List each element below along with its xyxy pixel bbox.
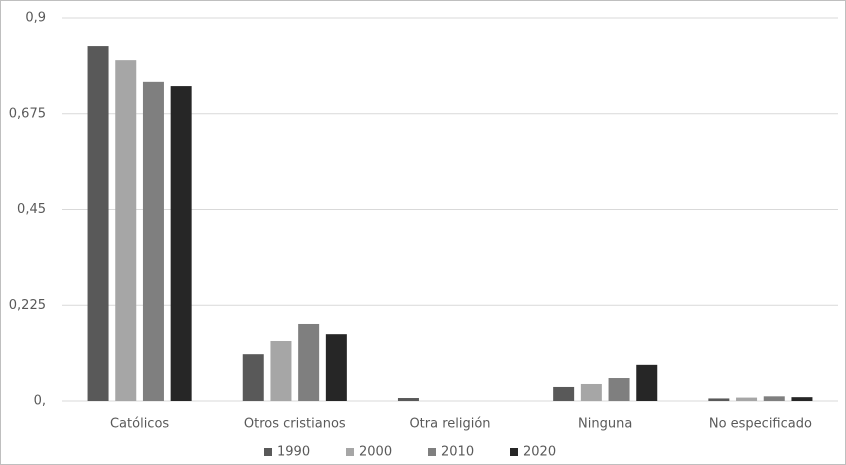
bar — [298, 323, 320, 401]
x-tick-label: No especificado — [709, 417, 812, 432]
bar — [736, 397, 758, 401]
bar — [325, 334, 347, 401]
bar — [553, 386, 575, 401]
bar — [397, 398, 419, 401]
y-tick-label: 0,9 — [25, 11, 46, 26]
bar — [115, 60, 137, 401]
x-tick-label: Otra religión — [409, 417, 490, 432]
y-tick-label: 0,45 — [17, 202, 46, 217]
bar — [763, 396, 785, 401]
bar — [170, 86, 192, 401]
y-tick-label: 0,225 — [9, 298, 46, 313]
x-tick-label: Católicos — [110, 417, 169, 432]
legend-label: 2010 — [441, 445, 474, 460]
legend-swatch — [510, 448, 518, 456]
x-tick-label: Otros cristianos — [244, 417, 346, 432]
y-tick-label: 0, — [34, 394, 46, 409]
bar — [636, 364, 658, 401]
bar — [270, 340, 292, 401]
legend-swatch — [428, 448, 436, 456]
legend-swatch — [346, 448, 354, 456]
bar — [708, 398, 730, 401]
bar — [242, 354, 264, 401]
bar — [87, 46, 109, 401]
bar — [608, 378, 630, 401]
bar — [791, 397, 813, 401]
legend-swatch — [264, 448, 272, 456]
legend-label: 2020 — [523, 445, 556, 460]
x-tick-label: Ninguna — [578, 417, 632, 432]
bar — [142, 81, 164, 401]
legend-label: 2000 — [359, 445, 392, 460]
bar — [580, 383, 602, 401]
legend-label: 1990 — [277, 445, 310, 460]
y-tick-label: 0,675 — [9, 106, 46, 121]
